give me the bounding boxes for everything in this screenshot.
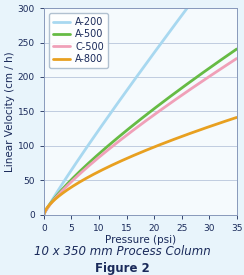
Line: A-200: A-200 <box>44 0 237 214</box>
A-500 <box>127 127 130 130</box>
A-200 <box>121 96 123 99</box>
A-800 <box>196 129 199 132</box>
Line: C-500: C-500 <box>44 59 237 214</box>
A-800 <box>42 212 45 216</box>
C-500 <box>42 213 45 216</box>
Text: 10 x 350 mm Process Column: 10 x 350 mm Process Column <box>34 245 210 258</box>
A-500 <box>193 77 196 81</box>
A-800 <box>175 137 178 140</box>
A-800 <box>235 116 238 119</box>
C-500 <box>175 97 178 101</box>
C-500 <box>62 188 65 191</box>
A-800 <box>193 130 196 134</box>
Line: A-500: A-500 <box>44 49 237 214</box>
A-200 <box>127 86 130 89</box>
A-800 <box>127 156 130 159</box>
A-500 <box>175 90 178 94</box>
Line: A-800: A-800 <box>44 117 237 214</box>
Y-axis label: Linear Velocity (cm / h): Linear Velocity (cm / h) <box>5 51 15 172</box>
A-200 <box>175 21 178 24</box>
C-500 <box>196 83 199 86</box>
A-800 <box>121 159 123 162</box>
A-500 <box>62 186 65 189</box>
A-500 <box>121 133 123 136</box>
C-500 <box>127 132 130 135</box>
C-500 <box>193 85 196 88</box>
C-500 <box>235 57 238 60</box>
A-200 <box>42 213 45 216</box>
X-axis label: Pressure (psi): Pressure (psi) <box>105 235 176 245</box>
Text: Figure 2: Figure 2 <box>95 262 149 275</box>
A-200 <box>62 180 65 183</box>
A-500 <box>196 75 199 78</box>
Legend: A-200, A-500, C-500, A-800: A-200, A-500, C-500, A-800 <box>49 13 108 68</box>
C-500 <box>121 137 123 141</box>
A-500 <box>42 213 45 216</box>
A-800 <box>62 191 65 194</box>
A-500 <box>235 47 238 51</box>
